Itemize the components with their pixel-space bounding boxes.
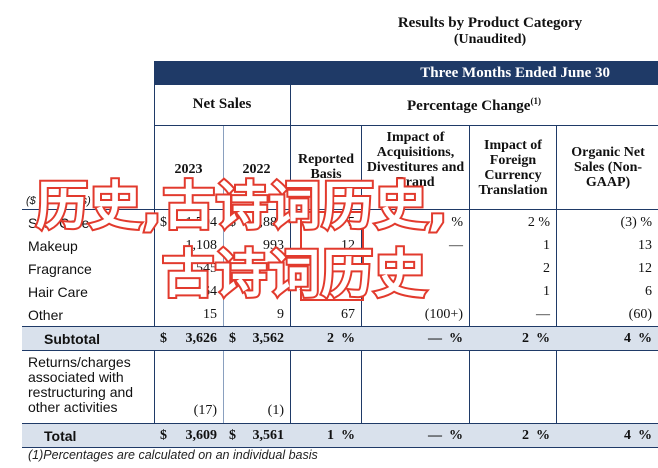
results-table: Skin Care $1,794 $1,887 5 % 2 % (3) % Ma… — [22, 211, 658, 448]
cell-2023: 545 — [196, 260, 217, 276]
divider — [154, 125, 658, 126]
divider — [154, 85, 155, 445]
cell-reported: 67 — [341, 306, 355, 322]
cell-currency: 2 — [543, 260, 550, 276]
header-net-sales: Net Sales — [192, 96, 252, 112]
cell-currency: 2 % — [469, 423, 556, 448]
col-header-reported: Reported Basis — [298, 152, 354, 182]
col-header-2023: 2023 — [174, 162, 203, 177]
returns-row: Returns/charges associated with restruct… — [22, 351, 658, 424]
subtotal-row: Subtotal $3,626 $3,562 2 % — % 2 % 4 % — [22, 326, 658, 351]
cell-organic: (3) % — [620, 214, 653, 230]
col-header-acquisitions: Impact of Acquisitions, Divestitures and… — [366, 130, 465, 190]
units-label: ($ in millions) — [26, 195, 91, 207]
row-label: Makeup — [28, 237, 78, 254]
cell-2022: $3,561 — [223, 423, 290, 448]
row-label: Returns/charges associated with restruct… — [28, 354, 134, 415]
watermark-line-2: 古诗词历史 — [160, 244, 428, 306]
row-label: Other — [28, 306, 64, 323]
total-row: Total $3,609 $3,561 1 % — % 2 % 4 % — [22, 423, 658, 448]
row-label: Skin Care — [28, 214, 90, 231]
cell-currency: 2 % — [527, 214, 550, 230]
cell-currency: — — [536, 306, 550, 322]
cell-2023: 15 — [203, 306, 217, 322]
currency-symbol: $ — [160, 214, 167, 230]
cell-organic: 6 — [645, 283, 652, 299]
watermark-line-1: 历史,古诗词历史, — [34, 176, 450, 238]
row-label: Hair Care — [28, 283, 88, 300]
cell-acquisitions: (100+) — [424, 306, 463, 322]
table-row: Fragrance 545 2 12 — [22, 257, 658, 280]
cell-2023: $3,626 — [154, 326, 223, 351]
divider — [290, 85, 291, 445]
cell-acquisitions: — — [449, 237, 463, 253]
empty-cell — [290, 351, 361, 424]
cell-acquisitions: — % — [361, 423, 469, 448]
divider — [556, 126, 557, 445]
cell-2022: (1) — [267, 403, 284, 418]
table-row: Makeup 1,108 993 12 — 1 13 — [22, 234, 658, 257]
header-percentage-change-label: Percentage Change — [407, 98, 531, 114]
header-percentage-change: Percentage Change(1) — [290, 96, 658, 115]
divider — [361, 126, 362, 445]
cell-reported: 2 % — [290, 326, 361, 351]
table-row: Skin Care $1,794 $1,887 5 % 2 % (3) % — [22, 211, 658, 234]
row-label: Total — [22, 423, 154, 448]
cell-2023: (17) — [193, 403, 217, 418]
row-label: Fragrance — [28, 260, 92, 277]
row-label: Subtotal — [22, 326, 154, 351]
cell-organic: 12 — [638, 260, 652, 276]
empty-cell — [556, 351, 658, 424]
cell-2023: 1,108 — [185, 237, 218, 253]
col-header-2022: 2022 — [242, 162, 271, 177]
title-line-2: (Unaudited) — [453, 32, 527, 47]
cell-organic: 4 % — [556, 423, 658, 448]
cell-acquisitions: % — [451, 214, 463, 230]
cell-reported: 5 — [348, 214, 355, 230]
table-row: Hair Care 164 1 6 — [22, 280, 658, 303]
col-header-organic: Organic Net Sales (Non-GAAP) — [571, 145, 645, 190]
cell-reported: 1 % — [290, 423, 361, 448]
col-header-currency: Impact of Foreign Currency Translation — [478, 138, 548, 198]
currency-symbol: $ — [229, 214, 236, 230]
cell-2023: $1,794 — [160, 214, 217, 230]
divider — [223, 126, 224, 445]
cell-2022: $1,887 — [229, 214, 284, 230]
empty-cell — [361, 351, 469, 424]
cell-currency: 1 — [543, 237, 550, 253]
cell-currency: 1 — [543, 283, 550, 299]
cell-2022: 9 — [277, 306, 284, 322]
cell-2022: $3,562 — [223, 326, 290, 351]
table-row: Other 15 9 67 (100+) — (60) — [22, 303, 658, 327]
title-line-1: Results by Product Category — [397, 15, 583, 31]
cell-organic: 4 % — [556, 326, 658, 351]
cell-2022: 993 — [263, 237, 284, 253]
footnote: (1)Percentages are calculated on an indi… — [28, 448, 318, 462]
cell-acquisitions: — % — [361, 326, 469, 351]
cell-2023: 164 — [196, 283, 217, 299]
cell-currency: 2 % — [469, 326, 556, 351]
divider — [469, 126, 470, 445]
cell-2023: $3,609 — [154, 423, 223, 448]
footnote-marker: (1) — [530, 96, 541, 106]
period-banner: Three Months Ended June 30 — [154, 61, 658, 85]
cell-organic: 13 — [638, 237, 652, 253]
highlight-box — [300, 211, 364, 301]
empty-cell — [469, 351, 556, 424]
cell-reported: 12 — [341, 237, 355, 253]
divider — [22, 209, 658, 210]
cell-organic: (60) — [628, 306, 652, 322]
